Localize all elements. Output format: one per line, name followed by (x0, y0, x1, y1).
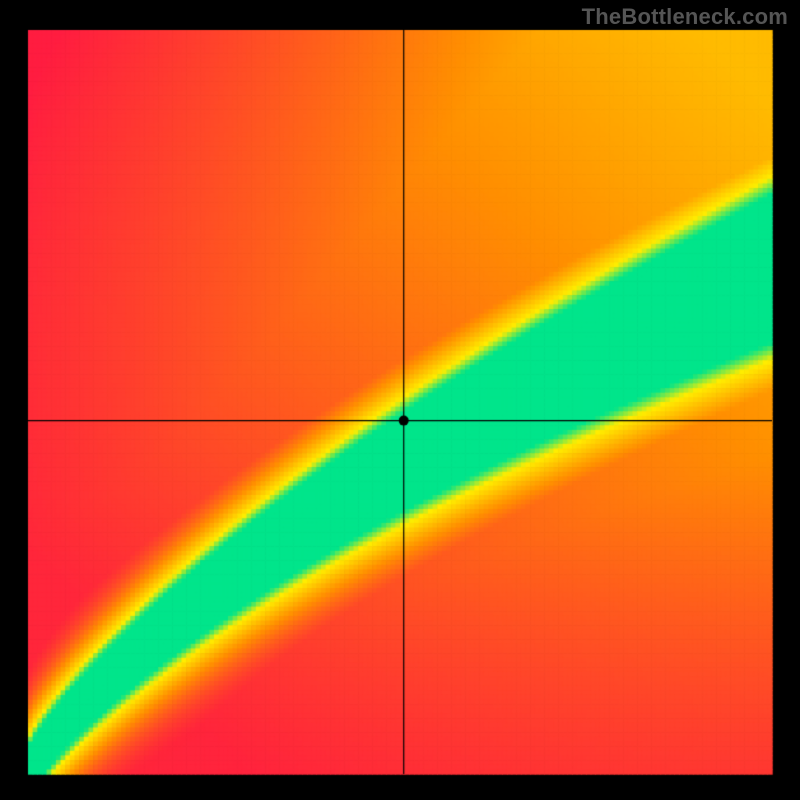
watermark-text: TheBottleneck.com (582, 4, 788, 30)
bottleneck-heatmap (0, 0, 800, 800)
chart-container: TheBottleneck.com (0, 0, 800, 800)
